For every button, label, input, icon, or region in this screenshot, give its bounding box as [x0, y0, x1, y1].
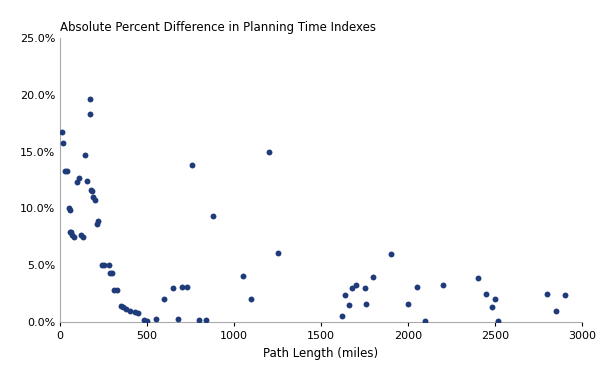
Point — [125, 308, 134, 314]
Point — [360, 285, 370, 291]
Point — [351, 282, 361, 288]
Point — [438, 282, 448, 288]
Point — [82, 178, 92, 184]
Point — [94, 218, 103, 224]
Point — [118, 304, 127, 310]
Point — [160, 296, 169, 302]
Point — [86, 111, 95, 117]
Point — [74, 175, 84, 181]
Point — [542, 291, 552, 297]
Point — [106, 270, 115, 276]
Point — [92, 221, 101, 227]
Point — [361, 301, 371, 307]
Point — [57, 129, 67, 135]
Point — [80, 152, 90, 158]
Point — [62, 168, 72, 174]
Point — [104, 262, 113, 268]
Point — [208, 213, 218, 219]
Point — [344, 302, 353, 308]
Point — [272, 250, 283, 256]
Point — [187, 162, 197, 168]
Point — [168, 285, 178, 291]
Point — [134, 310, 143, 316]
Point — [116, 303, 126, 309]
Point — [69, 234, 79, 240]
Point — [65, 229, 75, 235]
Point — [85, 96, 94, 102]
Point — [61, 168, 70, 174]
Point — [421, 318, 430, 324]
Point — [551, 308, 560, 314]
Point — [59, 139, 68, 146]
Point — [142, 318, 152, 324]
Point — [64, 205, 74, 211]
Point — [494, 318, 503, 324]
Point — [139, 317, 148, 323]
Point — [403, 301, 413, 307]
Point — [337, 313, 347, 319]
Point — [173, 316, 183, 322]
Point — [487, 304, 496, 310]
Point — [130, 309, 140, 315]
Point — [113, 287, 122, 293]
Point — [202, 317, 211, 323]
Point — [88, 194, 98, 200]
Point — [109, 287, 119, 293]
Point — [67, 229, 76, 235]
Point — [97, 262, 107, 268]
Point — [368, 274, 378, 280]
Point — [347, 285, 357, 291]
Point — [412, 284, 421, 290]
X-axis label: Path Length (miles): Path Length (miles) — [263, 347, 379, 360]
Point — [121, 305, 131, 312]
Point — [90, 197, 100, 204]
Point — [560, 292, 569, 298]
Point — [182, 284, 192, 290]
Point — [107, 270, 117, 276]
Point — [151, 316, 161, 322]
Point — [264, 149, 274, 155]
Point — [98, 262, 109, 268]
Point — [481, 291, 491, 297]
Point — [247, 296, 256, 302]
Point — [76, 232, 86, 238]
Point — [88, 188, 97, 194]
Point — [67, 232, 77, 238]
Point — [473, 275, 482, 281]
Point — [341, 292, 350, 298]
Point — [73, 179, 82, 185]
Point — [86, 187, 96, 193]
Point — [238, 273, 248, 279]
Point — [490, 296, 500, 302]
Point — [177, 284, 187, 290]
Point — [386, 251, 395, 257]
Point — [194, 317, 204, 323]
Point — [78, 234, 88, 240]
Text: Absolute Percent Difference in Planning Time Indexes: Absolute Percent Difference in Planning … — [60, 21, 376, 34]
Point — [65, 207, 74, 213]
